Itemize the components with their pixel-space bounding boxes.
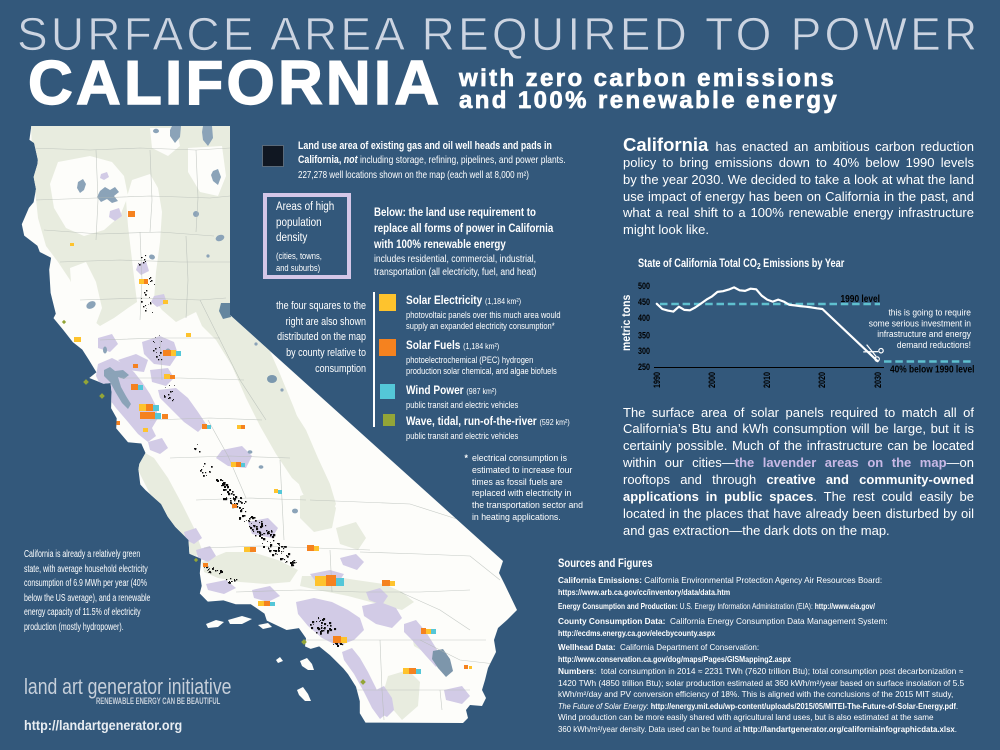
svg-text:450: 450: [638, 298, 650, 308]
svg-text:metric tons: metric tons: [620, 295, 633, 351]
svg-text:demand reductions!: demand reductions!: [897, 339, 971, 350]
svg-text:250: 250: [638, 363, 650, 373]
svg-text:500: 500: [638, 282, 650, 292]
svg-text:infrastructure and energy: infrastructure and energy: [877, 329, 971, 340]
svg-text:State of California Total CO2: State of California Total CO2 Emissions …: [638, 257, 844, 271]
svg-text:350: 350: [638, 331, 650, 341]
svg-text:1990: 1990: [652, 372, 662, 388]
svg-text:400: 400: [638, 314, 650, 324]
svg-text:2000: 2000: [707, 372, 717, 388]
svg-text:this is going to require: this is going to require: [888, 307, 971, 318]
svg-text:2020: 2020: [817, 372, 827, 388]
svg-text:2030: 2030: [873, 372, 883, 388]
svg-text:1990 level: 1990 level: [841, 293, 880, 304]
svg-text:300: 300: [638, 347, 650, 357]
svg-text:some serious investment in: some serious investment in: [869, 318, 971, 329]
svg-text:2010: 2010: [762, 372, 772, 388]
svg-text:40% below 1990 level: 40% below 1990 level: [890, 364, 974, 375]
